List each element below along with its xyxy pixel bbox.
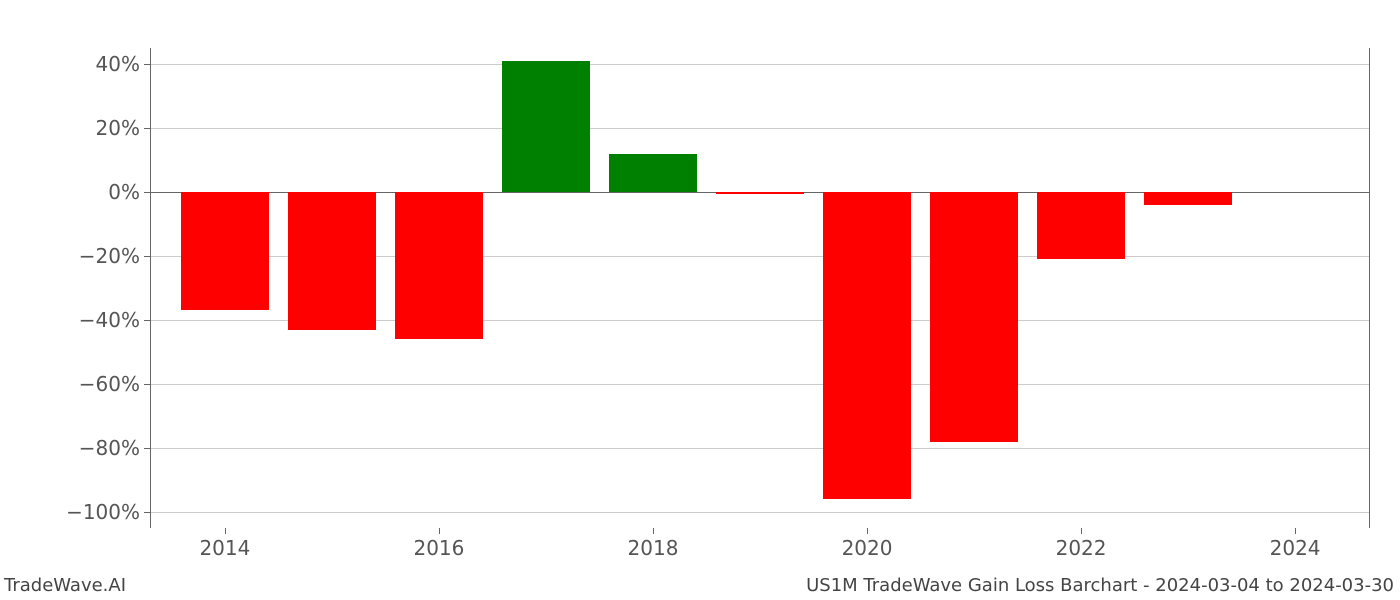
bar-2020: [823, 192, 911, 499]
axis-left: [150, 48, 151, 528]
bar-2019: [716, 192, 804, 194]
ytick-label: −60%: [79, 372, 150, 396]
bar-2016: [395, 192, 483, 339]
chart-container: −100% −80% −60% −40% −20% 0% 20% 40% 2014 2016 201…: [0, 0, 1400, 600]
ytick-label: 40%: [96, 52, 150, 76]
grid-line: [150, 64, 1370, 65]
xtick-label: 2020: [842, 528, 893, 560]
xtick-label: 2016: [413, 528, 464, 560]
plot-area: −100%−80%−60%−40%−20%0%20%40%20142016201…: [150, 48, 1370, 528]
grid-line: [150, 384, 1370, 385]
ytick-label: −100%: [66, 500, 150, 524]
ytick-label: 20%: [96, 116, 150, 140]
xtick-label: 2018: [628, 528, 679, 560]
xtick-label: 2014: [199, 528, 250, 560]
grid-line: [150, 512, 1370, 513]
xtick-label: 2024: [1270, 528, 1321, 560]
bar-2021: [930, 192, 1018, 442]
bar-2014: [181, 192, 269, 310]
xtick-label: 2022: [1056, 528, 1107, 560]
footer-right-text: US1M TradeWave Gain Loss Barchart - 2024…: [806, 575, 1394, 596]
ytick-label: 0%: [108, 180, 150, 204]
bar-2022: [1037, 192, 1125, 259]
ytick-label: −20%: [79, 244, 150, 268]
bar-2018: [609, 154, 697, 192]
footer-left-text: TradeWave.AI: [4, 575, 126, 596]
bar-2015: [288, 192, 376, 330]
grid-line: [150, 128, 1370, 129]
grid-line: [150, 448, 1370, 449]
bar-2017: [502, 61, 590, 192]
ytick-label: −80%: [79, 436, 150, 460]
ytick-label: −40%: [79, 308, 150, 332]
bar-2023: [1144, 192, 1232, 205]
axis-right: [1369, 48, 1370, 528]
